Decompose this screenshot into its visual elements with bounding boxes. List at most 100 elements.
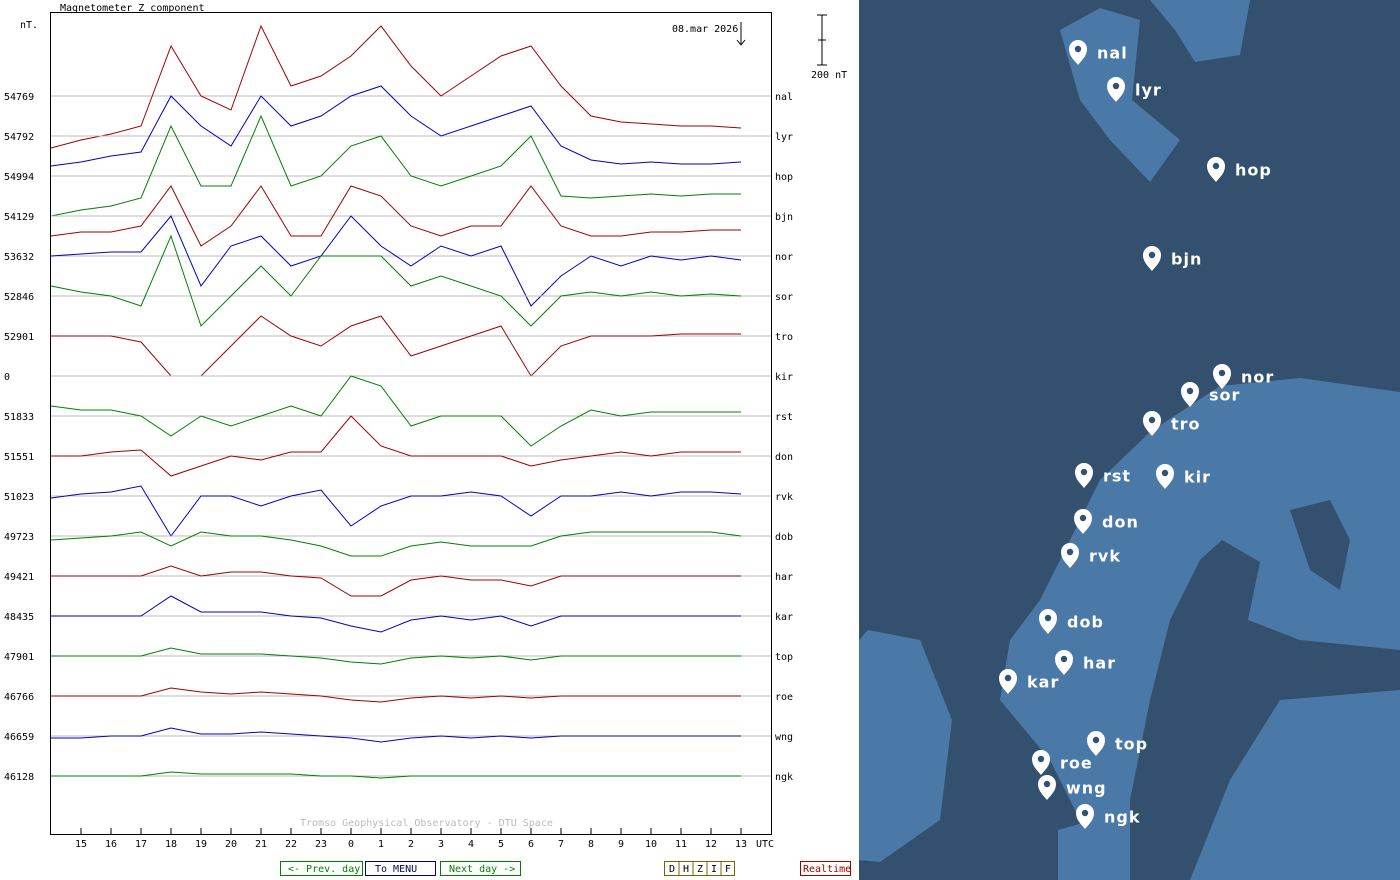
station-marker[interactable]: roe xyxy=(1032,750,1093,775)
station-marker[interactable]: kir xyxy=(1156,464,1211,489)
pin-hole xyxy=(1044,614,1052,622)
x-tick-label: 11 xyxy=(675,839,687,850)
station-name[interactable]: nor xyxy=(1241,368,1274,387)
component-button[interactable]: F xyxy=(725,864,731,875)
pin xyxy=(1074,509,1092,534)
x-tick-label: 19 xyxy=(195,839,207,850)
x-tick-label: 13 xyxy=(735,839,747,850)
trace xyxy=(50,185,741,247)
pin xyxy=(1076,804,1094,829)
realtime-label[interactable]: Realtime xyxy=(803,864,851,875)
pin xyxy=(1181,382,1199,407)
station-label: har xyxy=(775,572,793,583)
component-button[interactable]: Z xyxy=(697,864,703,875)
x-tick-label: 15 xyxy=(75,839,87,850)
pin xyxy=(1032,750,1050,775)
british-isles xyxy=(859,630,952,862)
station-name[interactable]: kar xyxy=(1027,673,1059,692)
next-day-label[interactable]: Next day -> xyxy=(449,864,515,875)
station-name[interactable]: roe xyxy=(1060,754,1093,773)
x-tick-label: 2 xyxy=(408,839,414,850)
realtime-button[interactable] xyxy=(800,861,851,876)
station-label: top xyxy=(775,652,793,663)
station-name[interactable]: top xyxy=(1115,735,1148,754)
baseline-label: 51023 xyxy=(4,492,34,503)
station-name[interactable]: lyr xyxy=(1135,81,1162,100)
menu-label[interactable]: To MENU xyxy=(375,864,417,875)
station-label: rst xyxy=(775,412,793,423)
station-name[interactable]: dob xyxy=(1067,613,1104,632)
pin-hole xyxy=(1112,82,1120,90)
plot-frame xyxy=(50,12,772,835)
station-name[interactable]: rvk xyxy=(1089,547,1121,566)
scale-bar-label: 200 nT xyxy=(811,70,847,81)
station-label: kir xyxy=(775,372,793,383)
station-marker[interactable]: rvk xyxy=(1061,543,1121,568)
baseline-label: 48435 xyxy=(4,612,34,623)
pin xyxy=(1156,464,1174,489)
station-name[interactable]: har xyxy=(1083,654,1116,673)
station-name[interactable]: ngk xyxy=(1104,808,1140,827)
station-marker[interactable]: nor xyxy=(1213,364,1274,389)
station-label: bjn xyxy=(775,212,793,223)
component-button[interactable]: H xyxy=(683,864,689,875)
x-tick-label: 16 xyxy=(105,839,117,850)
station-marker[interactable]: don xyxy=(1074,509,1139,534)
trace xyxy=(51,315,741,377)
station-marker[interactable]: ngk xyxy=(1076,804,1140,829)
station-name[interactable]: sor xyxy=(1209,386,1240,405)
component-button[interactable]: I xyxy=(711,864,717,875)
pin-hole xyxy=(1212,162,1220,170)
station-marker[interactable]: rst xyxy=(1075,463,1131,488)
pin xyxy=(1087,731,1105,756)
station-marker[interactable]: bjn xyxy=(1143,246,1202,271)
prev-day-label[interactable]: <- Prev. day xyxy=(288,864,360,875)
baseline-label: 49723 xyxy=(4,532,34,543)
station-marker[interactable]: nal xyxy=(1069,40,1128,65)
station-name[interactable]: bjn xyxy=(1171,250,1202,269)
menu-button[interactable] xyxy=(365,861,436,876)
station-marker[interactable]: tro xyxy=(1143,411,1201,436)
station-marker[interactable]: wng xyxy=(1038,775,1107,800)
pin xyxy=(1055,650,1073,675)
x-axis-unit: UTC xyxy=(756,839,774,850)
next-day-button[interactable] xyxy=(440,861,521,876)
station-name[interactable]: nal xyxy=(1097,44,1128,63)
x-tick-label: 22 xyxy=(285,839,297,850)
station-marker[interactable]: lyr xyxy=(1107,77,1162,102)
trace xyxy=(50,114,741,217)
station-name[interactable]: tro xyxy=(1171,415,1201,434)
plot-panel xyxy=(0,0,859,880)
station-marker[interactable]: kar xyxy=(999,669,1059,694)
station-name[interactable]: hop xyxy=(1235,161,1272,180)
x-tick-label: 17 xyxy=(135,839,147,850)
station-marker[interactable]: top xyxy=(1087,731,1148,756)
station-marker[interactable]: sor xyxy=(1181,382,1240,407)
watermark: Tromso Geophysical Observatory - DTU Spa… xyxy=(300,818,553,829)
pin xyxy=(1061,543,1079,568)
station-name[interactable]: don xyxy=(1102,513,1139,532)
trace xyxy=(50,531,742,557)
station-name[interactable]: wng xyxy=(1066,779,1107,798)
component-button[interactable]: D xyxy=(669,864,675,875)
baseline-label: 53632 xyxy=(4,252,34,263)
baseline-label: 49421 xyxy=(4,572,34,583)
baseline-label: 54769 xyxy=(4,92,34,103)
station-marker[interactable]: hop xyxy=(1207,157,1272,182)
station-marker[interactable]: dob xyxy=(1039,609,1104,634)
station-marker[interactable]: har xyxy=(1055,650,1116,675)
prev-day-button[interactable] xyxy=(280,861,363,876)
station-name[interactable]: kir xyxy=(1184,468,1211,487)
trace xyxy=(51,595,741,633)
baseline-label: 46659 xyxy=(4,732,34,743)
station-name[interactable]: rst xyxy=(1103,467,1131,486)
pin-hole xyxy=(1186,387,1194,395)
pin xyxy=(1069,40,1087,65)
pin-hole xyxy=(1004,674,1012,682)
baseline-label: 54129 xyxy=(4,212,34,223)
